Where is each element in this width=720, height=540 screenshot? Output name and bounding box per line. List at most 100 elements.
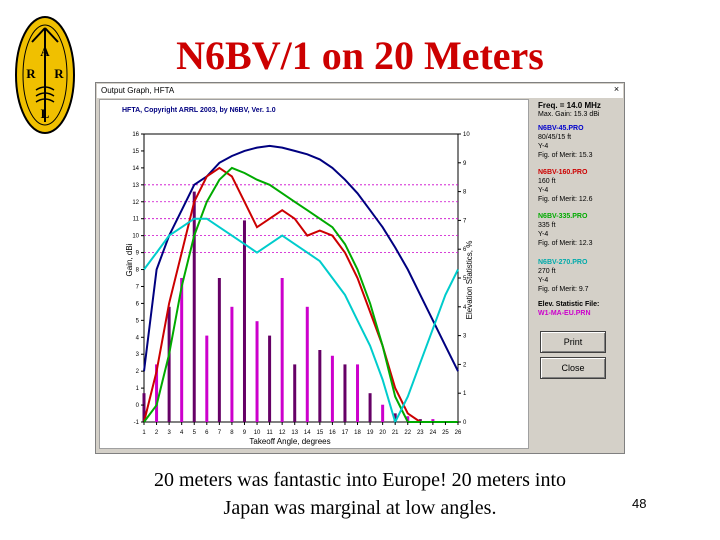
slide-caption: 20 meters was fantastic into Europe! 20 … xyxy=(100,466,620,522)
y-tick-label: 16 xyxy=(132,132,139,138)
y-tick-label: 10 xyxy=(132,234,139,240)
stat-bar xyxy=(255,321,259,422)
window-title: Output Graph, HFTA xyxy=(101,86,175,95)
series-line-2 xyxy=(143,166,458,423)
logo-letter-l: L xyxy=(41,106,50,121)
logo-letter-a: A xyxy=(40,44,50,59)
antenna-3-merit: Fig. of Merit: 12.3 xyxy=(538,240,593,247)
y-tick-label: 6 xyxy=(136,301,140,307)
y-tick-label: 2 xyxy=(136,369,140,375)
x-tick-label: 5 xyxy=(193,430,197,436)
slide-number: 48 xyxy=(632,496,647,511)
stat-bar xyxy=(205,335,209,422)
stat-bar xyxy=(155,364,159,422)
y-tick-label: 13 xyxy=(132,183,139,189)
y-tick-label: 15 xyxy=(132,149,139,155)
y-tick-label: 1 xyxy=(136,386,140,392)
antenna-1-name: N6BV-45.PRO xyxy=(538,125,584,132)
y-tick-label: 9 xyxy=(136,251,140,257)
x-tick-label: 23 xyxy=(417,430,424,436)
x-tick-label: 2 xyxy=(155,430,159,436)
x-tick-label: 22 xyxy=(404,430,411,436)
window-close-icon[interactable]: × xyxy=(613,84,620,94)
stat-bar xyxy=(418,419,422,422)
chart-y2label: Elevation Statistics, % xyxy=(465,241,474,320)
stat-bar xyxy=(305,306,309,422)
elevation-chart: HFTA, Copyright ARRL 2003, by N6BV, Ver.… xyxy=(122,107,474,446)
arrl-logo: A R R L xyxy=(15,16,75,134)
series-line-3 xyxy=(143,166,458,423)
antenna-4-height: 270 ft xyxy=(538,268,556,275)
stat-bar xyxy=(180,278,184,422)
y-tick-label: 7 xyxy=(136,284,140,290)
x-tick-label: 3 xyxy=(167,430,171,436)
logo-letter-r2: R xyxy=(54,66,64,81)
close-button[interactable]: Close xyxy=(540,357,606,379)
x-tick-label: 25 xyxy=(442,430,449,436)
y-tick-label: 5 xyxy=(136,318,140,324)
y2-tick-label: 9 xyxy=(463,161,467,167)
y2-tick-label: 3 xyxy=(463,334,467,340)
stat-bar xyxy=(280,278,284,422)
antenna-2-type: Y-4 xyxy=(538,187,549,194)
y2-tick-label: 8 xyxy=(463,190,467,196)
stat-file-name: W1-MA-EU.PRN xyxy=(538,310,591,317)
stat-bar xyxy=(217,278,221,422)
x-tick-label: 4 xyxy=(180,430,184,436)
x-tick-label: 15 xyxy=(316,430,323,436)
stat-bar xyxy=(242,220,246,422)
series-line-1 xyxy=(143,144,459,372)
y2-tick-label: 2 xyxy=(463,362,467,368)
y2-tick-label: 10 xyxy=(463,132,470,138)
stat-bar xyxy=(393,413,397,422)
x-tick-label: 10 xyxy=(254,430,261,436)
stat-bar xyxy=(142,393,146,422)
antenna-3-height: 335 ft xyxy=(538,222,556,229)
y-tick-label: 14 xyxy=(132,166,139,172)
x-tick-label: 26 xyxy=(455,430,462,436)
print-button[interactable]: Print xyxy=(540,331,606,353)
chart-xlabel: Takeoff Angle, degrees xyxy=(249,437,330,446)
x-tick-label: 21 xyxy=(392,430,399,436)
x-tick-label: 11 xyxy=(266,430,273,436)
antenna-4-merit: Fig. of Merit: 9.7 xyxy=(538,286,589,293)
stat-bar xyxy=(431,419,435,422)
y-tick-label: 3 xyxy=(136,352,140,358)
antenna-1-height: 80/45/15 ft xyxy=(538,134,572,141)
caption-line-1: 20 meters was fantastic into Europe! 20 … xyxy=(153,469,567,491)
antenna-4-name: N6BV-270.PRO xyxy=(538,259,588,266)
antenna-1-merit: Fig. of Merit: 15.3 xyxy=(538,152,593,159)
antenna-3-name: N6BV-335.PRO xyxy=(538,213,588,220)
stat-bar xyxy=(268,335,272,422)
x-tick-label: 12 xyxy=(279,430,286,436)
x-tick-label: 9 xyxy=(243,430,247,436)
x-tick-label: 17 xyxy=(342,430,349,436)
x-tick-label: 24 xyxy=(430,430,437,436)
antenna-2-merit: Fig. of Merit: 12.6 xyxy=(538,196,593,203)
antenna-4-type: Y-4 xyxy=(538,277,549,284)
x-tick-label: 1 xyxy=(142,430,146,436)
x-tick-label: 13 xyxy=(291,430,298,436)
antenna-3-type: Y-4 xyxy=(538,231,549,238)
antenna-2-height: 160 ft xyxy=(538,178,556,185)
y2-tick-label: 7 xyxy=(463,218,467,224)
x-tick-label: 19 xyxy=(367,430,374,436)
stat-bar xyxy=(167,306,171,422)
y-tick-label: 12 xyxy=(132,200,139,206)
y-tick-label: 11 xyxy=(133,217,140,223)
caption-line-2: Japan was marginal at low angles. xyxy=(223,497,497,519)
x-tick-label: 6 xyxy=(205,430,209,436)
stat-bar xyxy=(293,364,297,422)
antenna-2-name: N6BV-160.PRO xyxy=(538,169,588,176)
logo-letter-r1: R xyxy=(26,66,36,81)
stat-bar xyxy=(192,191,196,422)
x-tick-label: 14 xyxy=(304,430,311,436)
y2-tick-label: 5 xyxy=(463,276,467,282)
stat-bar xyxy=(381,404,385,422)
antenna-1-type: Y-4 xyxy=(538,143,549,150)
y2-tick-label: 4 xyxy=(463,305,467,311)
slide-title: N6BV/1 on 20 Meters xyxy=(176,33,544,78)
frequency-label: Freq. = 14.0 MHz xyxy=(538,101,601,110)
x-tick-label: 16 xyxy=(329,430,336,436)
stat-bar xyxy=(318,350,322,422)
